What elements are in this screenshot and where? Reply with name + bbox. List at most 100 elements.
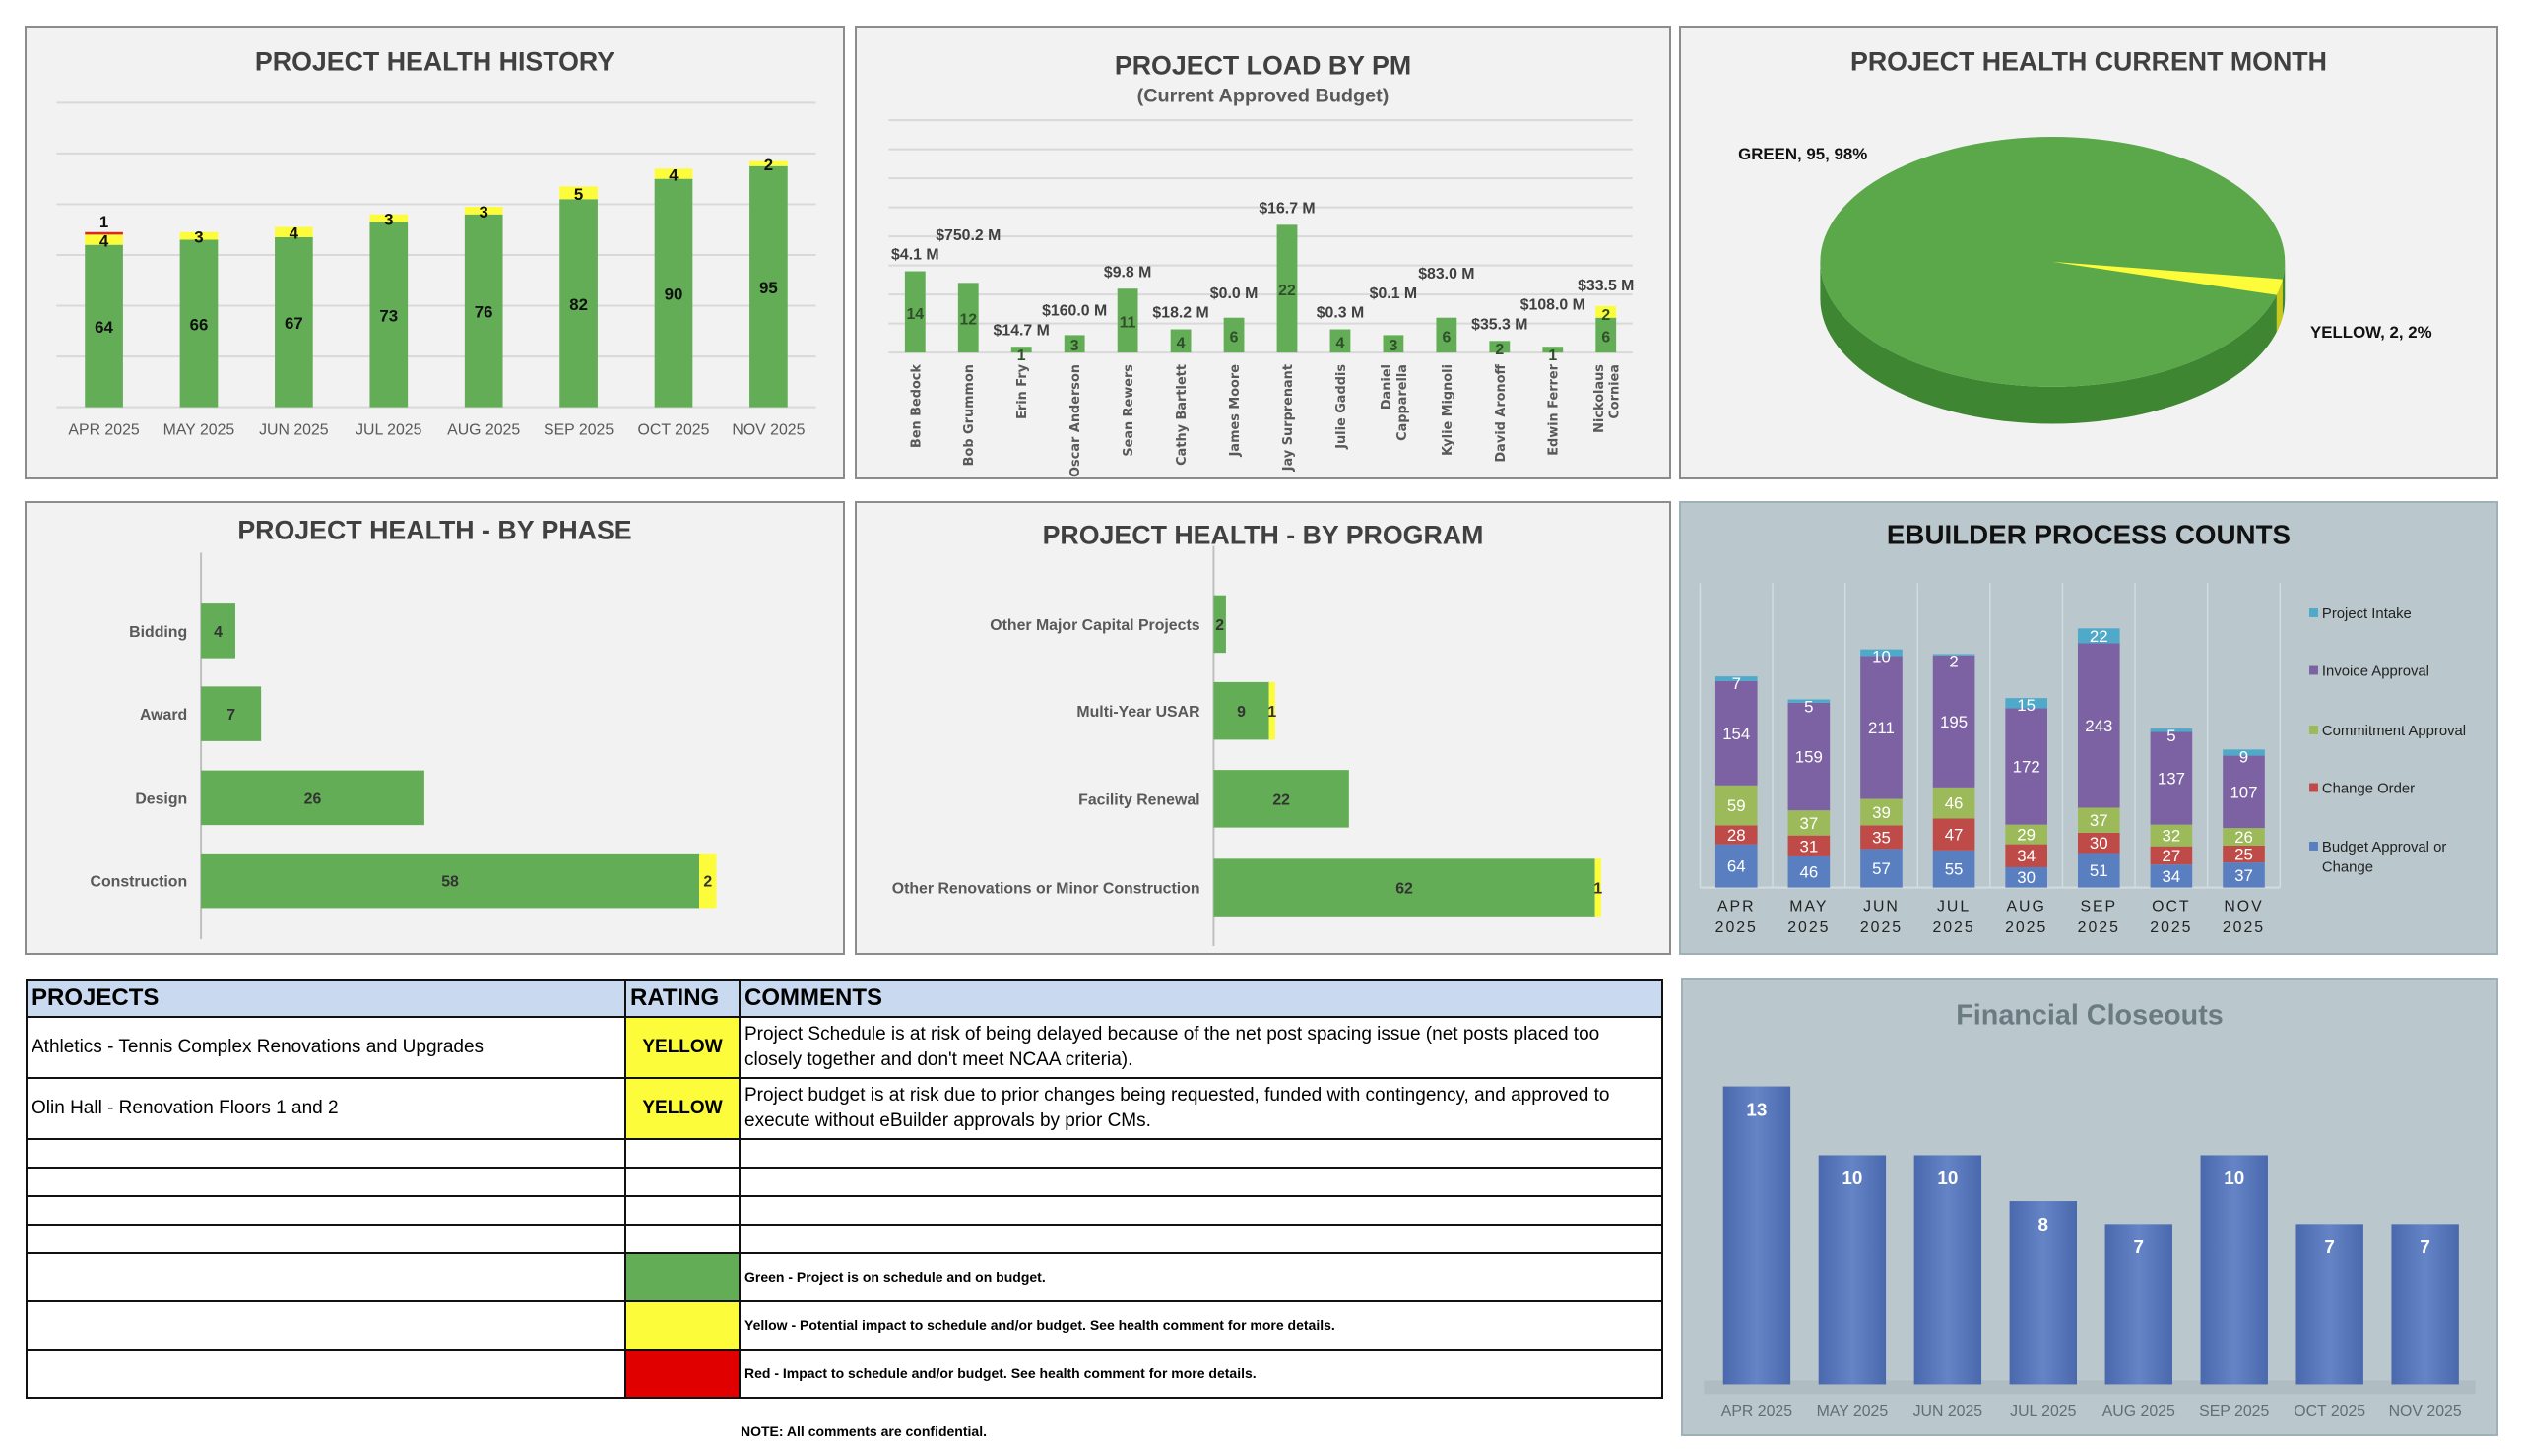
rating-badge: YELLOW xyxy=(624,1077,741,1140)
data-label: 58 xyxy=(441,874,459,891)
category-label: MAY 2025 xyxy=(1817,1403,1889,1420)
legend-label: Change xyxy=(2322,860,2373,876)
data-label: 46 xyxy=(1799,863,1818,882)
data-label: 4 xyxy=(99,231,109,250)
data-label: 10 xyxy=(1937,1168,1958,1188)
ebuilder-process-counts-chart: EBUILDER PROCESS COUNTS 64 28 59 154 7 APR 2025… xyxy=(1679,501,2498,955)
chart-title: PROJECT HEALTH - BY PHASE xyxy=(237,516,631,545)
data-label: 67 xyxy=(285,314,303,333)
data-label: 1 xyxy=(1593,881,1602,898)
data-label: 62 xyxy=(1395,881,1413,898)
data-label: 28 xyxy=(1727,826,1746,845)
count-label: 11 xyxy=(1120,315,1136,332)
bar-segment xyxy=(1594,858,1601,917)
category-label: APR 2025 xyxy=(1721,1403,1792,1420)
category-label: Facility Renewal xyxy=(1078,791,1199,808)
chart-title: (Current Approved Budget) xyxy=(1137,85,1390,106)
count-label: 14 xyxy=(906,306,924,323)
data-label: 137 xyxy=(2158,770,2185,789)
legend-swatch xyxy=(2309,665,2318,675)
pm-name-label: David Aronoff xyxy=(1494,363,1509,462)
chart-title: PROJECT HEALTH HISTORY xyxy=(255,47,614,77)
pm-name-label: Erin Fry xyxy=(1015,363,1030,419)
budget-label: $750.2 M xyxy=(936,227,1001,244)
bar-segment xyxy=(2150,731,2193,825)
bar-segment xyxy=(1213,858,1595,917)
pm-name-label: James Moore xyxy=(1228,364,1243,458)
table-row: Athletics - Tennis Complex Renovations a… xyxy=(26,1016,1663,1079)
header-projects: PROJECTS xyxy=(26,979,626,1018)
empty-cell xyxy=(26,1167,626,1197)
empty-cell xyxy=(739,1138,1663,1169)
empty-cell xyxy=(739,1224,1663,1254)
bar-segment xyxy=(1595,317,1617,353)
bar-segment xyxy=(1329,329,1351,353)
category-label: JUN xyxy=(1863,898,1900,915)
bar-segment xyxy=(1714,676,1758,681)
pm-name-label: Cathy Bartlett xyxy=(1175,364,1190,466)
bar-segment xyxy=(1714,680,1758,786)
bar-segment xyxy=(2077,628,2120,644)
legend-swatch xyxy=(2309,783,2318,792)
bar-segment xyxy=(1542,347,1564,353)
bar xyxy=(1818,1155,1887,1385)
category-label: Bidding xyxy=(129,624,187,641)
chart-title: PROJECT HEALTH CURRENT MONTH xyxy=(1850,47,2327,77)
data-label: 59 xyxy=(1727,796,1746,815)
load-chart-svg: PROJECT LOAD BY PM (Current Approved Budg… xyxy=(888,51,1634,477)
legend-swatch xyxy=(2309,608,2318,617)
bar-segment xyxy=(749,160,788,166)
category-label: NOV xyxy=(2224,898,2263,915)
empty-row xyxy=(26,1167,1663,1197)
data-label: 13 xyxy=(1746,1099,1767,1119)
data-label: 3 xyxy=(480,203,488,222)
category-label: OCT 2025 xyxy=(2294,1403,2365,1420)
legend-green-text: Green - Project is on schedule and on bu… xyxy=(739,1252,1663,1302)
bar-segment xyxy=(2223,755,2265,829)
data-label: 3 xyxy=(194,228,203,247)
category-label: Award xyxy=(140,707,187,724)
data-label: 64 xyxy=(1727,857,1746,876)
category-label: OCT xyxy=(2152,898,2190,915)
bar-segment xyxy=(1117,288,1138,353)
program-chart-svg: PROJECT HEALTH - BY PROGRAM Other Major C… xyxy=(892,521,1602,947)
data-label: 73 xyxy=(379,306,398,325)
bar-segment xyxy=(1787,855,1831,888)
data-label: 37 xyxy=(2234,866,2253,885)
legend-row-green: Green - Project is on schedule and on bu… xyxy=(26,1252,1663,1302)
project-name: Olin Hall - Renovation Floors 1 and 2 xyxy=(26,1077,626,1140)
budget-label: $9.8 M xyxy=(1104,264,1151,281)
empty-cell xyxy=(739,1167,1663,1197)
closeouts-chart-svg: Financial Closeouts 13 APR 2025 10 MAY 2025 1… xyxy=(1704,1000,2476,1420)
bar-segment xyxy=(1787,835,1831,856)
budget-label: $0.3 M xyxy=(1317,305,1364,322)
empty-cell xyxy=(739,1195,1663,1226)
data-label: 159 xyxy=(1795,748,1823,767)
data-label: 7 xyxy=(1732,674,1741,693)
bar-segment xyxy=(1436,317,1457,353)
data-label: 8 xyxy=(2038,1214,2048,1234)
data-label: 57 xyxy=(1872,859,1891,878)
empty-cell xyxy=(26,1252,626,1302)
bar-segment xyxy=(85,234,123,245)
count-label: 12 xyxy=(959,312,977,329)
data-label: 25 xyxy=(2234,846,2253,864)
category-label: SEP 2025 xyxy=(544,421,614,438)
bar-segment xyxy=(1223,317,1245,353)
category-label: 2025 xyxy=(1932,919,1974,936)
legend-label: Commitment Approval xyxy=(2322,724,2466,739)
bar xyxy=(1913,1155,1982,1385)
empty-cell xyxy=(26,1300,626,1351)
budget-label: $160.0 M xyxy=(1042,302,1107,319)
bar xyxy=(1722,1086,1791,1385)
table-header-row: PROJECTS RATING COMMENTS xyxy=(26,979,1663,1018)
data-label: 2 xyxy=(703,874,712,891)
chart-title: EBUILDER PROCESS COUNTS xyxy=(1887,520,2291,550)
comment: Project Schedule is at risk of being del… xyxy=(739,1016,1663,1079)
pm-name-label: Daniel xyxy=(1380,364,1394,410)
empty-row xyxy=(26,1195,1663,1226)
category-label: SEP xyxy=(2080,898,2117,915)
data-label: 9 xyxy=(2239,747,2248,766)
pie-side-yellow xyxy=(2276,279,2283,333)
